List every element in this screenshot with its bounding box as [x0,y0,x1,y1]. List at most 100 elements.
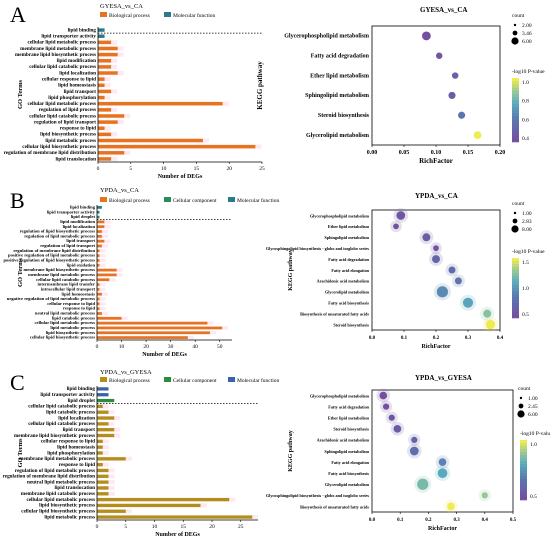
bar [97,302,100,306]
x-tick-label: 0.2 [425,518,432,523]
x-tick-label: 0.15 [463,150,474,156]
colorbar-step [512,285,519,289]
go-term-label: cellular response to lipid [47,301,95,306]
pathway-label: Arachidonic acid metabolism [317,438,370,443]
bar-highlight [97,302,106,306]
bar [98,77,105,81]
bar [97,393,109,397]
pvalue-legend-title: -log10 P-value [520,431,550,437]
colorbar-step [520,467,527,471]
colorbar-step [520,494,527,498]
go-term-label: lipid metabolic process [44,514,95,520]
bar [97,288,100,291]
dot [481,492,488,499]
bar [98,71,118,75]
bar [97,312,102,315]
colorbar-step [520,452,527,456]
colorbar-tick-label: 1.0 [522,286,529,292]
colorbar-tick-label: 0.6 [522,117,529,123]
colorbar-tick-label: 0.8 [522,99,529,105]
go-term-label: lipid homeostasis [62,291,96,296]
colorbar-step [512,258,519,262]
bar [97,439,103,443]
bar [97,220,105,224]
bar [98,95,105,100]
legend-label: Biological process [109,378,150,384]
kegg-dot-plot: YPDA_vs_CA Glycerophospholipid metabolism… [266,192,545,350]
dot [393,223,399,230]
go-term-label: regulation of lipid transport [40,243,95,248]
bar [97,225,105,229]
bar-highlight [97,306,106,311]
go-term-label: lipid transport [64,89,97,95]
colorbar-tick-label: 0.5 [522,312,529,318]
go-term-label: lipid transporter activity [41,34,96,40]
pathway-label: Biosynthesis of unsaturated fatty acids [300,504,369,509]
bar [97,278,110,282]
x-tick-label: 50 [217,344,223,350]
legend-swatch [228,377,235,382]
count-legend-dot [513,211,517,215]
colorbar-step [512,81,519,85]
legend-swatch [100,12,107,17]
go-term-label: cellular lipid biosynthetic process [30,335,95,340]
bar [97,486,109,490]
go-bar-chart: GYESA_vs_CA Biological process Molecular f… [4,3,265,180]
dot [411,436,418,444]
go-term-label: lipid translocation [55,485,96,491]
go-term-label: lipid homeostasis [58,83,96,89]
bar [97,451,103,455]
legend-label: Cellular component [173,198,217,204]
dot [473,131,482,139]
count-legend-dot [511,37,519,45]
colorbar-step [512,279,519,283]
bar-highlight [97,244,108,248]
x-tick-label: 10 [161,166,167,172]
colorbar-step [520,485,527,489]
x-axis-label: Number of DEGs [158,174,203,180]
bar-highlight [97,229,108,234]
bar-highlight [97,311,108,316]
go-term-label: regulation of membrane lipid distributio… [3,474,96,480]
dot [409,446,419,456]
y-axis-label: GO Terms [17,438,24,468]
x-tick-label: 20 [209,524,215,530]
pathway-label: Sphingolipid metabolism [324,235,369,240]
x-tick-label: 0.3 [465,336,472,341]
bar-highlight [97,258,106,263]
bar [98,46,118,51]
bar [98,138,203,143]
legend-swatch [164,377,171,382]
pathway-label: Biosynthesis of unsaturated fatty acids [300,311,369,316]
bar [98,120,118,124]
dot [393,424,402,433]
x-tick-label: 0.3 [453,518,460,523]
colorbar-step [520,458,527,462]
dot [483,309,492,318]
colorbar-step [512,116,519,120]
go-chart-title: YPDA_vs_GYESA [100,369,152,376]
colorbar-step [512,261,519,265]
go-term-label: positive regulation of lipid biosyntheti… [3,258,95,263]
colorbar-step [512,300,519,304]
x-tick-label: 15 [181,524,187,530]
go-term-label: membrane lipid biosynthetic process [15,52,96,58]
bar [97,497,230,502]
count-legend-label: 6.00 [528,412,538,418]
bar [97,239,105,243]
panel-c: C YPDA_vs_GYESA Biological process Cellular… [3,369,550,538]
panel-letter: A [10,2,26,27]
colorbar-tick-label: 1.0 [530,442,537,448]
bar [97,515,253,519]
x-tick-label: 0.0 [369,518,376,523]
colorbar-step [512,100,519,104]
x-tick-label: 0.05 [399,150,410,156]
bar [97,492,109,496]
colorbar-tick-label: 1.5 [522,260,529,266]
bar [97,307,100,311]
go-term-label: cellular response to lipid [42,77,96,83]
x-tick-label: 0 [96,344,99,350]
go-term-label: cellular lipid catabolic process [36,277,95,282]
panel-a: A GYESA_vs_CA Biological process Molecular … [4,2,546,180]
